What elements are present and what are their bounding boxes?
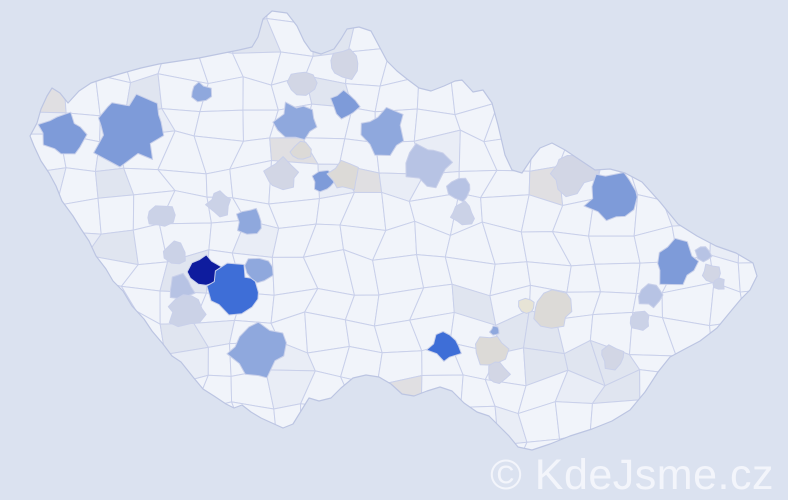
highlighted-district[interactable] <box>93 93 165 168</box>
district-cell[interactable] <box>588 235 641 265</box>
highlighted-district[interactable] <box>657 237 700 286</box>
highlighted-district[interactable] <box>263 156 300 191</box>
district-cell[interactable] <box>97 194 135 235</box>
highlighted-district[interactable] <box>330 48 359 80</box>
highlighted-district[interactable] <box>450 200 475 226</box>
highlighted-district[interactable] <box>147 205 176 227</box>
highlighted-district[interactable] <box>244 257 274 284</box>
highlighted-district[interactable] <box>286 71 318 96</box>
highlighted-district[interactable] <box>37 111 88 155</box>
highlighted-district[interactable] <box>475 335 510 366</box>
district-cell[interactable] <box>592 291 637 316</box>
highlighted-district[interactable] <box>272 101 318 141</box>
highlighted-district[interactable] <box>162 240 186 265</box>
highlighted-district[interactable] <box>206 262 259 316</box>
highlighted-district[interactable] <box>533 289 573 329</box>
highlighted-district[interactable] <box>236 207 262 235</box>
highlighted-district[interactable] <box>426 331 462 362</box>
highlighted-district[interactable] <box>191 81 213 103</box>
district-cell[interactable] <box>737 261 783 293</box>
highlighted-district[interactable] <box>169 272 196 299</box>
highlighted-district[interactable] <box>167 294 207 328</box>
highlighted-district[interactable] <box>583 172 638 222</box>
highlighted-district[interactable] <box>405 143 453 189</box>
highlighted-district[interactable] <box>629 310 650 331</box>
highlighted-district[interactable] <box>638 283 664 309</box>
district-cell[interactable] <box>207 343 232 377</box>
highlighted-district[interactable] <box>701 263 721 284</box>
highlighted-district[interactable] <box>289 140 312 160</box>
highlighted-district[interactable] <box>360 106 405 156</box>
highlighted-district[interactable] <box>712 277 725 290</box>
highlighted-district[interactable] <box>489 325 500 336</box>
highlighted-district[interactable] <box>694 246 713 263</box>
highlighted-district[interactable] <box>446 177 471 203</box>
district-cell[interactable] <box>594 262 641 294</box>
highlighted-district[interactable] <box>326 159 359 191</box>
highlighted-district[interactable] <box>601 344 625 371</box>
highlighted-district[interactable] <box>205 190 231 218</box>
highlighted-district[interactable] <box>226 321 287 379</box>
highlighted-district[interactable] <box>330 89 361 120</box>
district-cell[interactable] <box>268 198 320 229</box>
country-outline <box>29 10 758 451</box>
highlighted-district[interactable] <box>488 361 511 384</box>
highlighted-district[interactable] <box>518 297 535 314</box>
